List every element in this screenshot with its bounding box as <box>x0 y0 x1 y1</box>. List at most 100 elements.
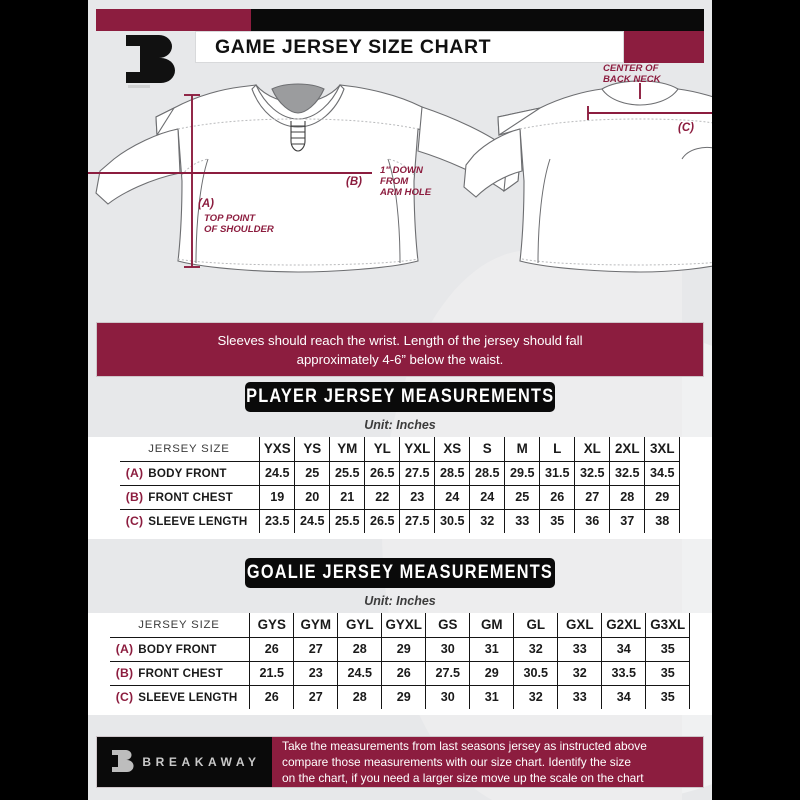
measurement-value-cell: 33 <box>557 684 603 709</box>
note-top-point-shoulder: TOP POINT OF SHOULDER <box>204 213 274 235</box>
measurement-tag: (B) <box>125 490 144 504</box>
size-header-cell: L <box>539 437 576 462</box>
measurement-value-cell: 35 <box>645 660 691 686</box>
size-header-cell: GS <box>425 613 471 638</box>
measurement-value-cell: 27.5 <box>425 660 471 686</box>
measurement-value-cell: 32 <box>469 508 506 533</box>
svg-text:BACK NECK: BACK NECK <box>603 74 662 85</box>
measurement-value-cell: 31.5 <box>539 460 576 486</box>
label-b: (B) <box>346 176 362 188</box>
note-line-2: approximately 4-6” below the waist. <box>296 351 504 367</box>
lace-placket <box>290 121 306 152</box>
size-header-cell: GYXL <box>381 613 427 638</box>
measurement-value-cell: 26 <box>249 636 295 662</box>
measurement-value-cell: 19 <box>259 484 296 510</box>
measurement-value-cell: 27.5 <box>399 460 436 486</box>
size-header-cell: GM <box>469 613 515 638</box>
measurement-value-cell: 24.5 <box>294 508 331 533</box>
note-arm-hole: 1" DOWN FROM ARM HOLE <box>379 165 432 198</box>
measurement-label-cell: (A) BODY FRONT <box>109 636 251 662</box>
measurement-value-cell: 35 <box>645 684 691 709</box>
size-header-cell: GYL <box>337 613 383 638</box>
size-header-cell: YM <box>329 437 366 462</box>
measurement-value-cell: 32.5 <box>609 460 646 486</box>
stitch-detail <box>177 118 419 266</box>
breakaway-b-logo-icon-small <box>112 750 134 772</box>
measurement-value-cell: 26 <box>539 484 576 510</box>
measurement-value-cell: 28 <box>609 484 646 510</box>
measurement-value-cell: 24 <box>469 484 506 510</box>
measurement-value-cell: 25.5 <box>329 508 366 533</box>
measurement-value-cell: 27 <box>574 484 611 510</box>
measurement-value-cell: 30.5 <box>434 508 471 533</box>
footer-instructions: Take the measurements from last seasons … <box>272 737 703 787</box>
measurement-value-cell: 26 <box>381 660 427 686</box>
measurement-tag: (C) <box>125 514 144 529</box>
measurement-value-cell: 28.5 <box>434 460 471 486</box>
goalie-measurements-section: GOALIE JERSEY MEASUREMENTS Unit: Inches … <box>88 558 712 715</box>
chart-canvas: GAME JERSEY SIZE CHART <box>88 0 712 800</box>
size-header-cell: 3XL <box>644 437 681 462</box>
measurement-value-cell: 29 <box>644 484 681 510</box>
measurement-value-cell: 32 <box>513 684 559 709</box>
table-row: (C) SLEEVE LENGTH 26 27 28 29 30 31 32 33 34 35 <box>109 684 691 709</box>
measurement-value-cell: 24 <box>434 484 471 510</box>
sleeve-length-note-banner: Sleeves should reach the wrist. Length o… <box>96 322 704 377</box>
player-unit-label: Unit: Inches <box>364 418 436 432</box>
measurement-value-cell: 29 <box>381 684 427 709</box>
footer-line-3: on the chart, if you need a larger size … <box>282 771 644 786</box>
size-header-cell: G2XL <box>601 613 647 638</box>
size-header-cell: YXL <box>399 437 436 462</box>
measurement-value-cell: 28 <box>337 684 383 709</box>
measurement-value-cell: 26.5 <box>364 460 401 486</box>
measurement-value-cell: 34 <box>601 684 647 709</box>
breakaway-b-logo-icon <box>112 28 184 90</box>
measurement-value-cell: 25 <box>504 484 541 510</box>
measurement-value-cell: 21 <box>329 484 366 510</box>
header-accent-block <box>96 9 251 31</box>
label-c: (C) <box>678 122 694 134</box>
jersey-diagram: (A) (B) 1" DOWN FROM ARM HOLE TOP POINT … <box>88 63 712 313</box>
measurement-value-cell: 25.5 <box>329 460 366 486</box>
size-column-header: JERSEY SIZE <box>109 613 251 638</box>
measurement-value-cell: 29.5 <box>504 460 541 486</box>
measurement-value-cell: 23 <box>399 484 436 510</box>
size-header-cell: YXS <box>259 437 296 462</box>
measurement-value-cell: 32.5 <box>574 460 611 486</box>
measurement-tag: (B) <box>115 666 134 680</box>
measurement-label-cell: (A) BODY FRONT <box>119 460 261 486</box>
front-jersey-illustration <box>95 84 521 273</box>
size-header-cell: M <box>504 437 541 462</box>
measurement-value-cell: 37 <box>609 508 646 533</box>
label-a: (A) <box>198 198 214 210</box>
table-row: (A) BODY FRONT 24.5 25 25.5 26.5 27.5 28.5 28.5 2… <box>119 460 681 486</box>
measurement-value-cell: 27 <box>293 636 339 662</box>
header-accent-block-right <box>624 31 704 63</box>
measurement-label-cell: (C) SLEEVE LENGTH <box>109 684 251 709</box>
measurement-value-cell: 30 <box>425 636 471 662</box>
header-top-bar <box>96 9 704 31</box>
measurement-value-cell: 26.5 <box>364 508 401 533</box>
measurement-value-cell: 31 <box>469 636 515 662</box>
measurement-value-cell: 21.5 <box>249 660 295 686</box>
size-header-cell: S <box>469 437 506 462</box>
measurement-tag: (A) <box>125 466 144 480</box>
size-header-cell: GXL <box>557 613 603 638</box>
header-black-block <box>251 9 704 31</box>
measurement-value-cell: 33 <box>504 508 541 533</box>
measurement-value-cell: 28 <box>337 636 383 662</box>
size-header-cell: GYS <box>249 613 295 638</box>
svg-text:1" DOWN: 1" DOWN <box>380 165 424 176</box>
measurement-tag: (C) <box>115 690 134 705</box>
measurement-value-cell: 34 <box>601 636 647 662</box>
svg-text:CENTER OF: CENTER OF <box>603 63 660 74</box>
svg-text:TOP POINT: TOP POINT <box>204 213 256 224</box>
size-header-cell: XL <box>574 437 611 462</box>
footer-bar: BREAKAWAY Take the measurements from las… <box>96 736 704 788</box>
measurement-value-cell: 27 <box>293 684 339 709</box>
size-header-cell: XS <box>434 437 471 462</box>
player-section-heading: PLAYER JERSEY MEASUREMENTS <box>245 382 555 412</box>
measurement-label-cell: (B) FRONT CHEST <box>109 660 251 686</box>
measurement-value-cell: 20 <box>294 484 331 510</box>
measurement-value-cell: 35 <box>539 508 576 533</box>
